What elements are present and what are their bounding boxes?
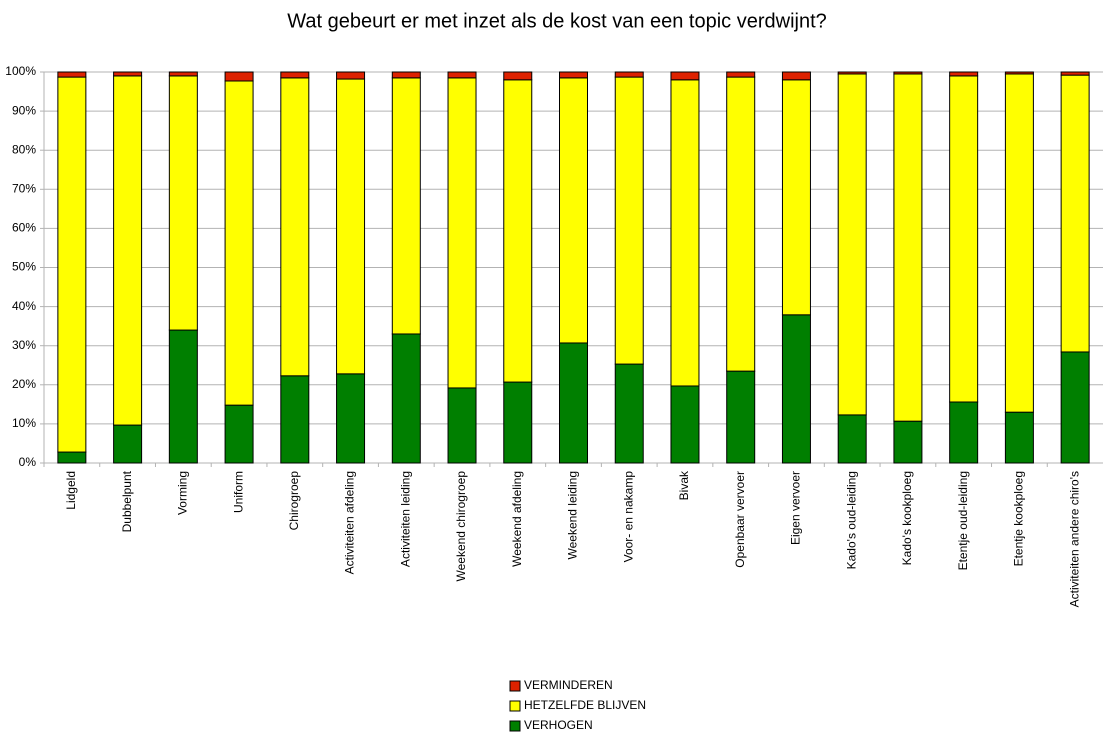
bar-segment xyxy=(614,363,644,464)
x-tick-label: Etentje kookploeg xyxy=(1012,471,1026,566)
bar-segment xyxy=(391,333,421,464)
bar-segment xyxy=(57,71,87,78)
bar-segment xyxy=(168,75,198,331)
bar-segment xyxy=(391,71,421,79)
x-tick-label: Chirogroep xyxy=(287,471,301,531)
bar-segment xyxy=(837,73,867,416)
y-tick-label: 60% xyxy=(12,221,36,235)
x-tick-label: Bivak xyxy=(677,470,691,500)
x-tick-label: Kado's oud-leiding xyxy=(844,471,858,569)
x-tick-label: Etentje oud-leiding xyxy=(956,471,970,570)
bar-segment xyxy=(113,71,143,77)
bar-segment xyxy=(614,71,644,78)
bar-segment xyxy=(781,314,811,464)
bar-segment xyxy=(726,71,756,78)
bar-segment xyxy=(559,342,588,464)
bar-segment xyxy=(949,75,979,403)
bar-segment xyxy=(614,76,644,365)
bar-segment xyxy=(726,370,756,464)
bar-segment xyxy=(280,71,310,79)
legend-swatch xyxy=(509,680,521,692)
legend-label: VERMINDEREN xyxy=(524,678,613,692)
bar-segment xyxy=(670,79,700,387)
bar-segment xyxy=(224,71,254,82)
y-tick-label: 40% xyxy=(12,299,36,313)
bar-segment xyxy=(280,77,310,377)
bar-segment xyxy=(224,80,254,406)
bar-segment xyxy=(280,375,310,464)
bar-segment xyxy=(57,76,87,453)
y-tick-label: 10% xyxy=(12,416,36,430)
bar-segment xyxy=(224,404,254,464)
x-tick-label: Dubbelpunt xyxy=(120,470,134,532)
bar-segment xyxy=(503,79,533,383)
x-tick-label: Eigen vervoer xyxy=(789,471,803,545)
y-tick-label: 50% xyxy=(12,260,36,274)
bar-segment xyxy=(168,329,198,464)
y-tick-label: 100% xyxy=(5,64,36,78)
bar-segment xyxy=(949,71,979,77)
bar-segment xyxy=(837,414,867,464)
bar-segment xyxy=(113,75,143,426)
chart-title: Wat gebeurt er met inzet als de kost van… xyxy=(287,10,827,32)
bar-segment xyxy=(391,77,421,335)
bar-segment xyxy=(1060,74,1090,353)
bar-segment xyxy=(837,71,867,75)
bar-segment xyxy=(781,79,811,316)
x-tick-label: Activiteiten andere chiro's xyxy=(1067,471,1081,607)
x-tick-label: Weekend chirogroep xyxy=(454,471,468,582)
bar-segment xyxy=(447,77,477,389)
x-tick-label: Activiteiten afdeling xyxy=(343,471,357,574)
x-tick-label: Voor- en nakamp xyxy=(621,471,635,563)
bar-segment xyxy=(168,71,198,77)
bar-segment xyxy=(781,71,811,81)
bar-segment xyxy=(670,385,700,464)
bar-segment xyxy=(949,401,979,464)
y-tick-label: 90% xyxy=(12,103,36,117)
bar-segment xyxy=(336,71,366,80)
bar-segment xyxy=(1060,351,1090,464)
bar-segment xyxy=(1004,71,1034,75)
bar-segment xyxy=(113,424,143,464)
bar-segment xyxy=(1004,411,1034,464)
bar-segment xyxy=(336,78,366,375)
bar-segment xyxy=(893,73,923,422)
bar-segment xyxy=(1004,73,1034,413)
bar-segment xyxy=(559,71,588,79)
y-tick-label: 70% xyxy=(12,181,36,195)
bar-segment xyxy=(559,77,588,344)
x-tick-label: Weekend leiding xyxy=(566,471,580,560)
legend-label: HETZELFDE BLIJVEN xyxy=(524,698,646,712)
bar-segment xyxy=(503,381,533,464)
y-tick-label: 30% xyxy=(12,338,36,352)
legend-swatch xyxy=(509,720,521,732)
bar-segment xyxy=(447,71,477,79)
x-tick-label: Kado's kookploeg xyxy=(900,471,914,565)
y-tick-label: 80% xyxy=(12,142,36,156)
bar-segment xyxy=(893,71,923,75)
bar-segment xyxy=(670,71,700,81)
bar-segment xyxy=(503,71,533,81)
bar-segment xyxy=(726,76,756,372)
x-tick-label: Openbaar vervoer xyxy=(733,471,747,568)
bar-segment xyxy=(57,451,87,464)
x-tick-label: Activiteiten leiding xyxy=(398,471,412,567)
x-tick-label: Vorming xyxy=(176,471,190,515)
bar-segment xyxy=(1060,71,1090,76)
x-tick-label: Weekend afdeling xyxy=(510,471,524,567)
y-tick-label: 0% xyxy=(19,455,37,469)
bar-segment xyxy=(336,373,366,464)
x-tick-label: Lidgeld xyxy=(64,471,78,510)
bar-segment xyxy=(893,420,923,464)
legend-label: VERHOGEN xyxy=(524,718,593,732)
y-tick-label: 20% xyxy=(12,377,36,391)
bar-segment xyxy=(447,387,477,464)
legend-swatch xyxy=(509,700,521,712)
x-tick-label: Uniform xyxy=(231,471,245,513)
